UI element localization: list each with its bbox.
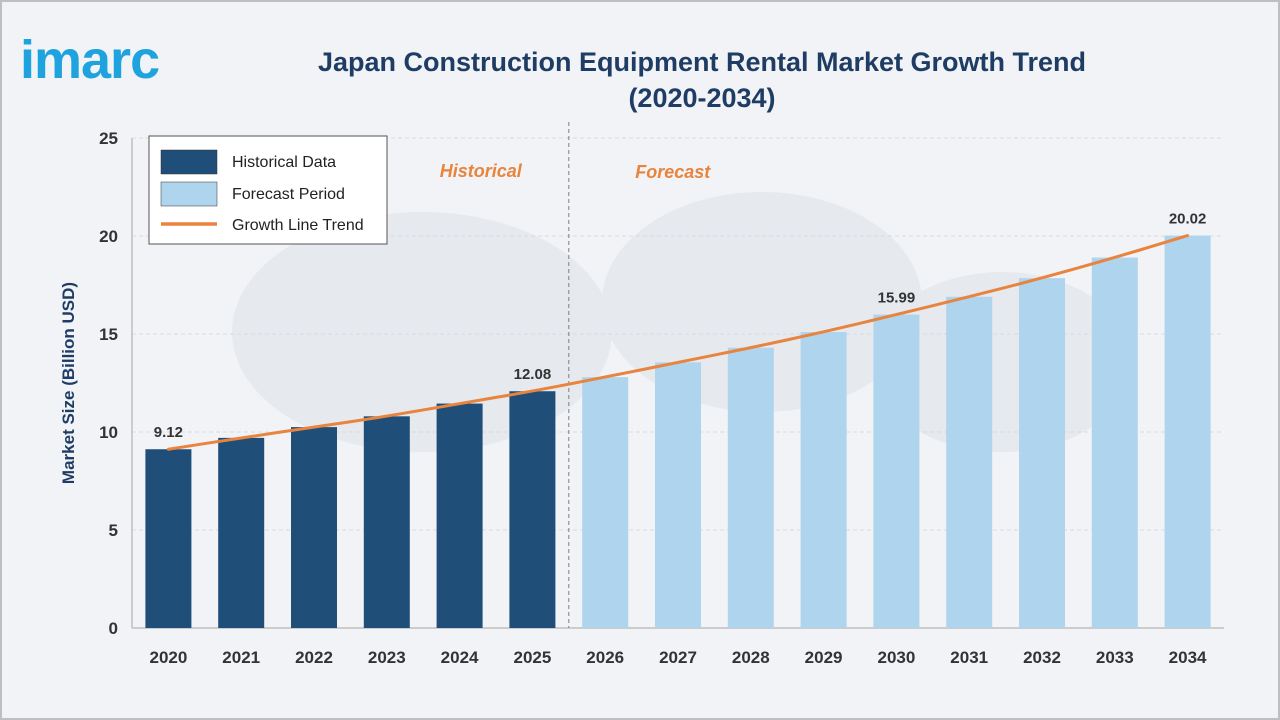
data-label-2034: 20.02	[1169, 211, 1207, 228]
x-tick-label: 2025	[513, 648, 551, 667]
logo-text: imarc	[20, 30, 159, 90]
x-tick-label: 2028	[732, 648, 770, 667]
bar-2032	[1019, 278, 1065, 628]
bar-2024	[436, 403, 483, 628]
x-tick-label: 2029	[805, 648, 843, 667]
chart-title-line2: (2020-2034)	[628, 83, 776, 113]
x-tick-label: 2034	[1169, 648, 1207, 667]
y-tick-label: 0	[109, 619, 118, 638]
imarc-logo: imarc	[20, 30, 160, 90]
bar-2026	[582, 377, 629, 628]
chart-title: Japan Construction Equipment Rental Mark…	[2, 44, 1278, 116]
x-tick-label: 2024	[441, 648, 479, 667]
bar-2034	[1164, 235, 1211, 628]
data-label-2020: 9.12	[154, 424, 183, 441]
legend-swatch-forecast	[160, 181, 218, 207]
y-tick-label: 20	[99, 227, 118, 246]
x-tick-label: 2033	[1096, 648, 1134, 667]
y-tick-label: 10	[99, 423, 118, 442]
historical-period-label: Historical	[440, 161, 523, 181]
x-tick-label: 2022	[295, 648, 333, 667]
bar-2021	[218, 437, 265, 628]
bar-2029	[800, 332, 847, 628]
data-label-2025: 12.08	[514, 366, 552, 383]
x-tick-label: 2031	[950, 648, 988, 667]
x-tick-label: 2023	[368, 648, 406, 667]
background-map-shape	[872, 272, 1132, 452]
legend-swatch-historical	[160, 149, 218, 175]
legend-label-forecast: Forecast Period	[232, 186, 345, 203]
x-tick-label: 2021	[222, 648, 260, 667]
growth-trend-line	[166, 234, 1190, 451]
bar-2031	[946, 296, 993, 628]
legend-label-trend: Growth Line Trend	[232, 217, 364, 234]
y-axis-title: Market Size (Billion USD)	[59, 282, 78, 484]
bar-2020	[145, 449, 192, 628]
legend-label-historical: Historical Data	[232, 154, 336, 171]
x-tick-label: 2030	[877, 648, 915, 667]
data-label-2030: 15.99	[878, 290, 916, 307]
chart-title-line1: Japan Construction Equipment Rental Mark…	[317, 47, 1087, 77]
bar-2033	[1091, 257, 1138, 628]
y-tick-label: 25	[99, 129, 118, 148]
x-tick-label: 2020	[149, 648, 187, 667]
bar-2030	[873, 314, 920, 628]
bar-2025	[509, 391, 556, 628]
x-tick-label: 2032	[1023, 648, 1061, 667]
bar-2023	[363, 416, 410, 628]
bar-2027	[655, 362, 701, 628]
y-tick-label: 5	[109, 521, 118, 540]
y-tick-label: 15	[99, 325, 118, 344]
x-tick-label: 2026	[586, 648, 624, 667]
bar-2028	[727, 347, 774, 628]
x-tick-label: 2027	[659, 648, 697, 667]
forecast-period-label: Forecast	[635, 162, 711, 182]
bar-2022	[291, 427, 337, 628]
